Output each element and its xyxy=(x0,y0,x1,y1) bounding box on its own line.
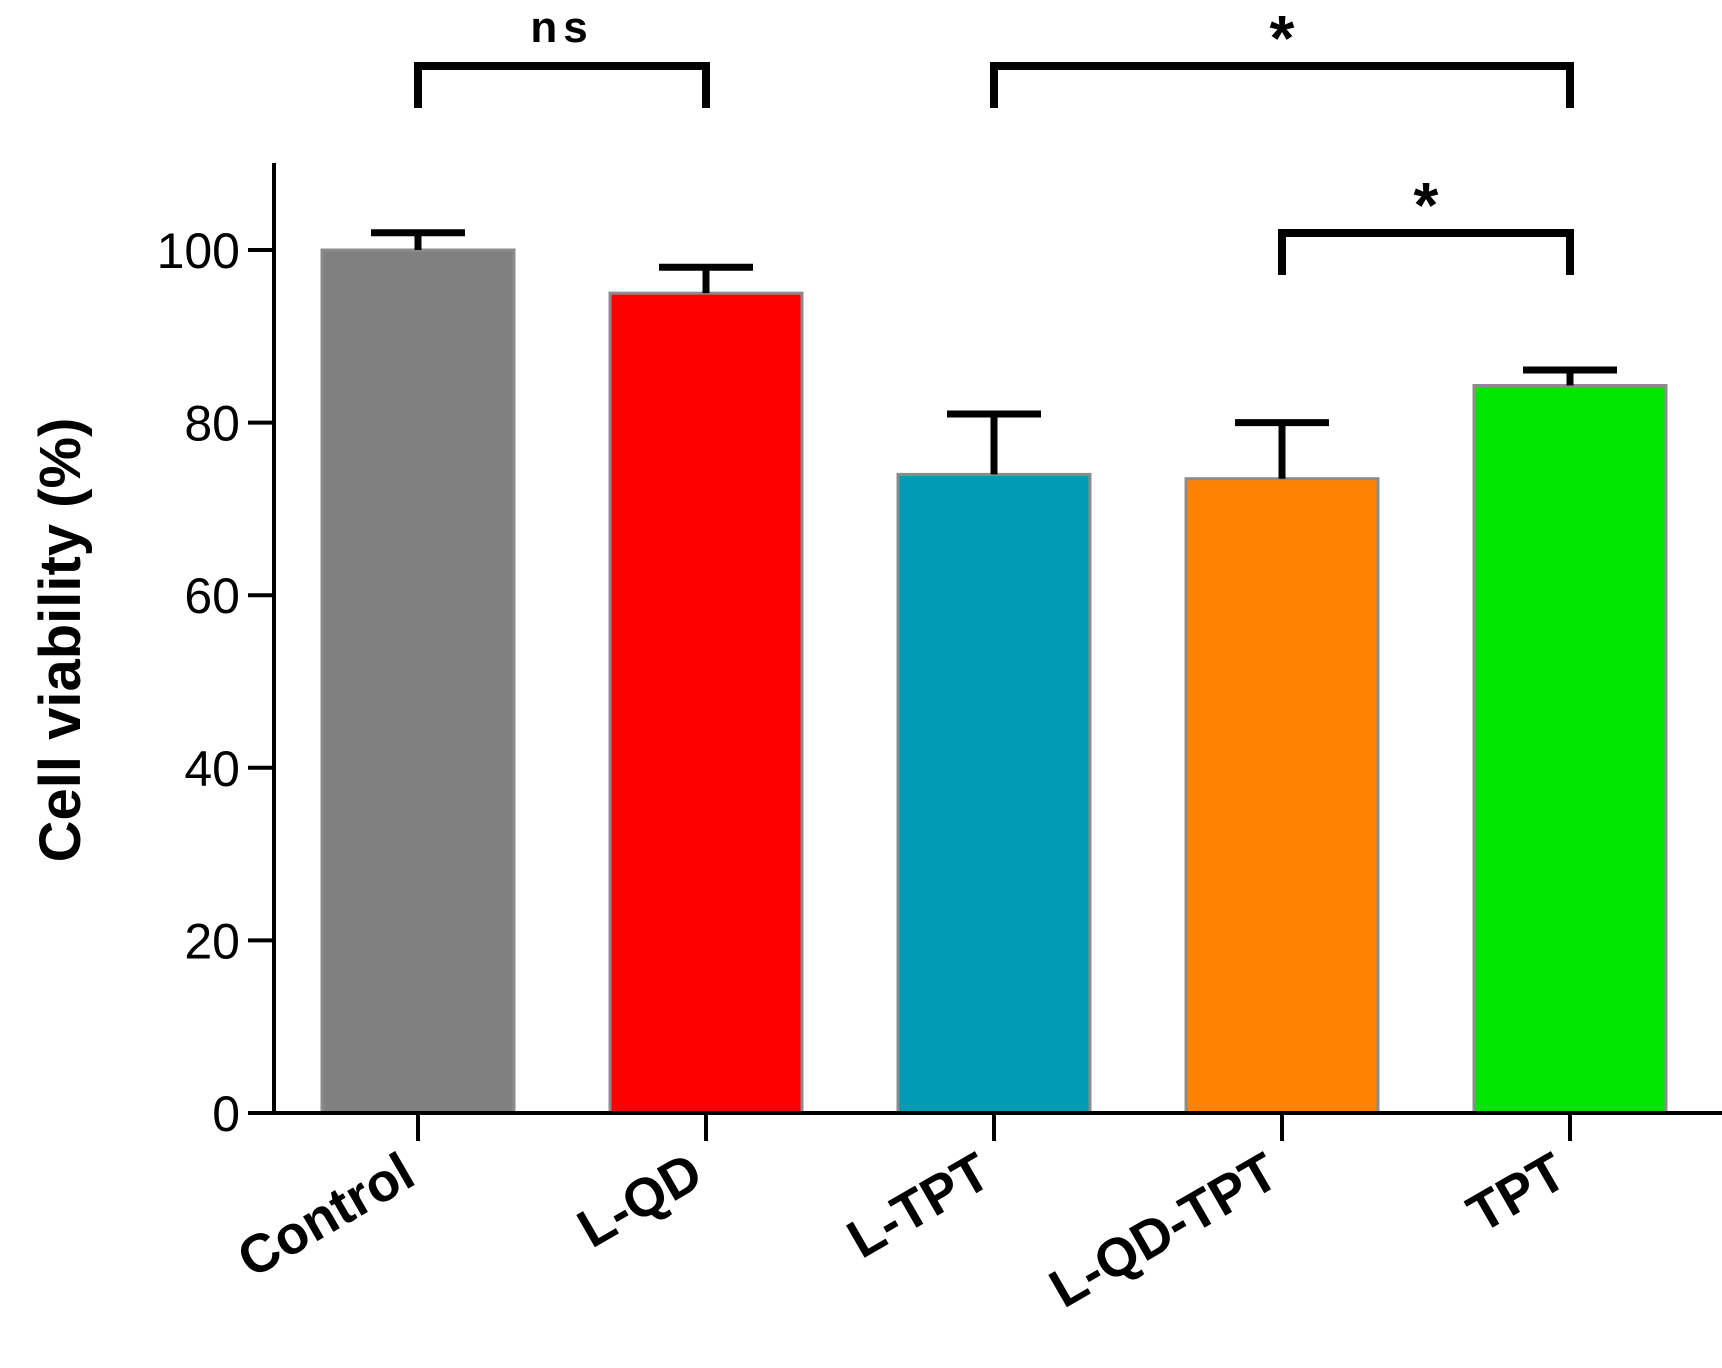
error-bars-layer xyxy=(371,229,1617,479)
x-tick-label-l-qd: L-QD xyxy=(568,1141,712,1259)
bar-control xyxy=(320,248,516,1115)
y-tick-label: 0 xyxy=(212,1086,240,1142)
significance-label: * xyxy=(1270,2,1295,74)
bar-l-qd xyxy=(608,291,804,1115)
significance-label: * xyxy=(1414,169,1439,241)
x-tick-label-tpt: TPT xyxy=(1458,1141,1576,1244)
y-tick-label: 20 xyxy=(184,913,240,969)
y-tick-label: 100 xyxy=(157,223,240,279)
y-axis-title: Cell viability (%) xyxy=(28,418,93,863)
significance-bracket xyxy=(414,62,710,108)
bars-layer xyxy=(320,248,1668,1115)
bar-l-tpt xyxy=(896,472,1092,1115)
significance-bracket xyxy=(1278,229,1574,275)
bar-tpt xyxy=(1472,383,1668,1115)
significance-label: ns xyxy=(530,3,593,52)
x-tick-label-control: Control xyxy=(228,1141,424,1289)
significance-bracket xyxy=(990,62,1574,108)
y-tick-label: 40 xyxy=(184,741,240,797)
y-tick-label: 60 xyxy=(184,568,240,624)
y-tick-label: 80 xyxy=(184,396,240,452)
x-tick-label-l-tpt: L-TPT xyxy=(838,1141,1000,1269)
significance-layer: ns * * xyxy=(414,2,1574,275)
x-tick-label-l-qd-tpt: L-QD-TPT xyxy=(1040,1141,1288,1319)
bar-l-qd-tpt xyxy=(1184,477,1380,1115)
